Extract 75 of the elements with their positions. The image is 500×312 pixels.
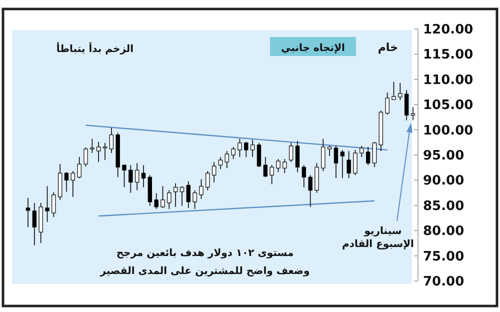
candlestick (218, 156, 223, 170)
candlestick (122, 164, 126, 188)
candlestick (173, 182, 178, 208)
candlestick (141, 164, 146, 188)
annotation: الإسبوع القادم (342, 239, 414, 250)
candlestick (186, 180, 191, 208)
candlestick (334, 146, 338, 179)
candlestick (134, 162, 140, 191)
y-tick-label: 85.00 (423, 198, 464, 214)
y-tick-label: 95.00 (423, 148, 464, 164)
candlestick (192, 190, 197, 210)
y-tick-label: 75.00 (423, 249, 464, 264)
candlestick (404, 90, 409, 121)
candlestick (154, 192, 158, 210)
candlestick (410, 106, 416, 121)
y-tick-label: 110.00 (423, 72, 474, 88)
candlestick (308, 174, 312, 208)
candlestick (206, 170, 210, 191)
y-tick-label: 105.00 (423, 98, 474, 114)
candlestick (327, 146, 332, 156)
candlestick (314, 162, 319, 194)
y-tick-label: 70.00 (423, 274, 464, 290)
candlestick (128, 164, 133, 194)
candlestick (160, 186, 165, 208)
candlestick (167, 190, 172, 210)
candlestick (360, 146, 364, 158)
candlestick (385, 92, 390, 116)
candlestick (70, 170, 76, 198)
candlestick (96, 141, 101, 162)
candlestick (276, 158, 280, 173)
candlestick (231, 146, 236, 160)
candlestick (90, 138, 94, 154)
candlestick (295, 140, 300, 173)
candlestick (26, 197, 30, 228)
candlestick (109, 127, 114, 154)
candlestick (346, 150, 351, 179)
y-tick-label: 120.00 (423, 22, 474, 38)
candlestick (32, 202, 37, 246)
annotation: الإتجاه جانبي (281, 43, 345, 54)
y-tick-label: 100.00 (423, 123, 474, 138)
candlestick (353, 150, 358, 176)
candlestick (340, 150, 345, 179)
candlestick (302, 164, 306, 188)
candlestick (263, 156, 268, 178)
candlestick (52, 192, 56, 218)
annotation: الزخم بدأ يتباطأ (56, 42, 134, 55)
candlestick (64, 172, 69, 192)
candlestick (288, 142, 294, 162)
candlestick (372, 141, 377, 168)
candlestick (199, 178, 204, 200)
candlestick (45, 186, 50, 222)
candlestick (77, 156, 82, 179)
candlestick (270, 164, 274, 185)
candlestick (321, 138, 326, 172)
candlestick (392, 82, 396, 100)
candlestick (84, 147, 88, 167)
candlestick (238, 138, 242, 158)
text: خام (378, 41, 398, 54)
annotation: وضعف واضح للمشترين على المدى القصير (99, 266, 310, 277)
candlestick (282, 158, 287, 174)
annotation: سيناريو (363, 226, 402, 237)
y-tick-label: 80.00 (423, 224, 464, 240)
candlestick (256, 142, 262, 168)
candlestick (398, 82, 402, 100)
candlestick (244, 141, 248, 158)
candlestick (250, 139, 255, 158)
candlestick (58, 164, 62, 200)
candlestick (212, 162, 216, 183)
candlestick (180, 186, 184, 206)
candlestick (366, 146, 370, 166)
candlestick (102, 142, 108, 160)
candlestick (224, 150, 230, 169)
y-tick-label: 90.00 (423, 174, 464, 189)
annotation: مستوى ١٠٢ دولار هدف بائعين مرجح (116, 248, 294, 259)
y-tick-label: 115.00 (423, 48, 474, 63)
